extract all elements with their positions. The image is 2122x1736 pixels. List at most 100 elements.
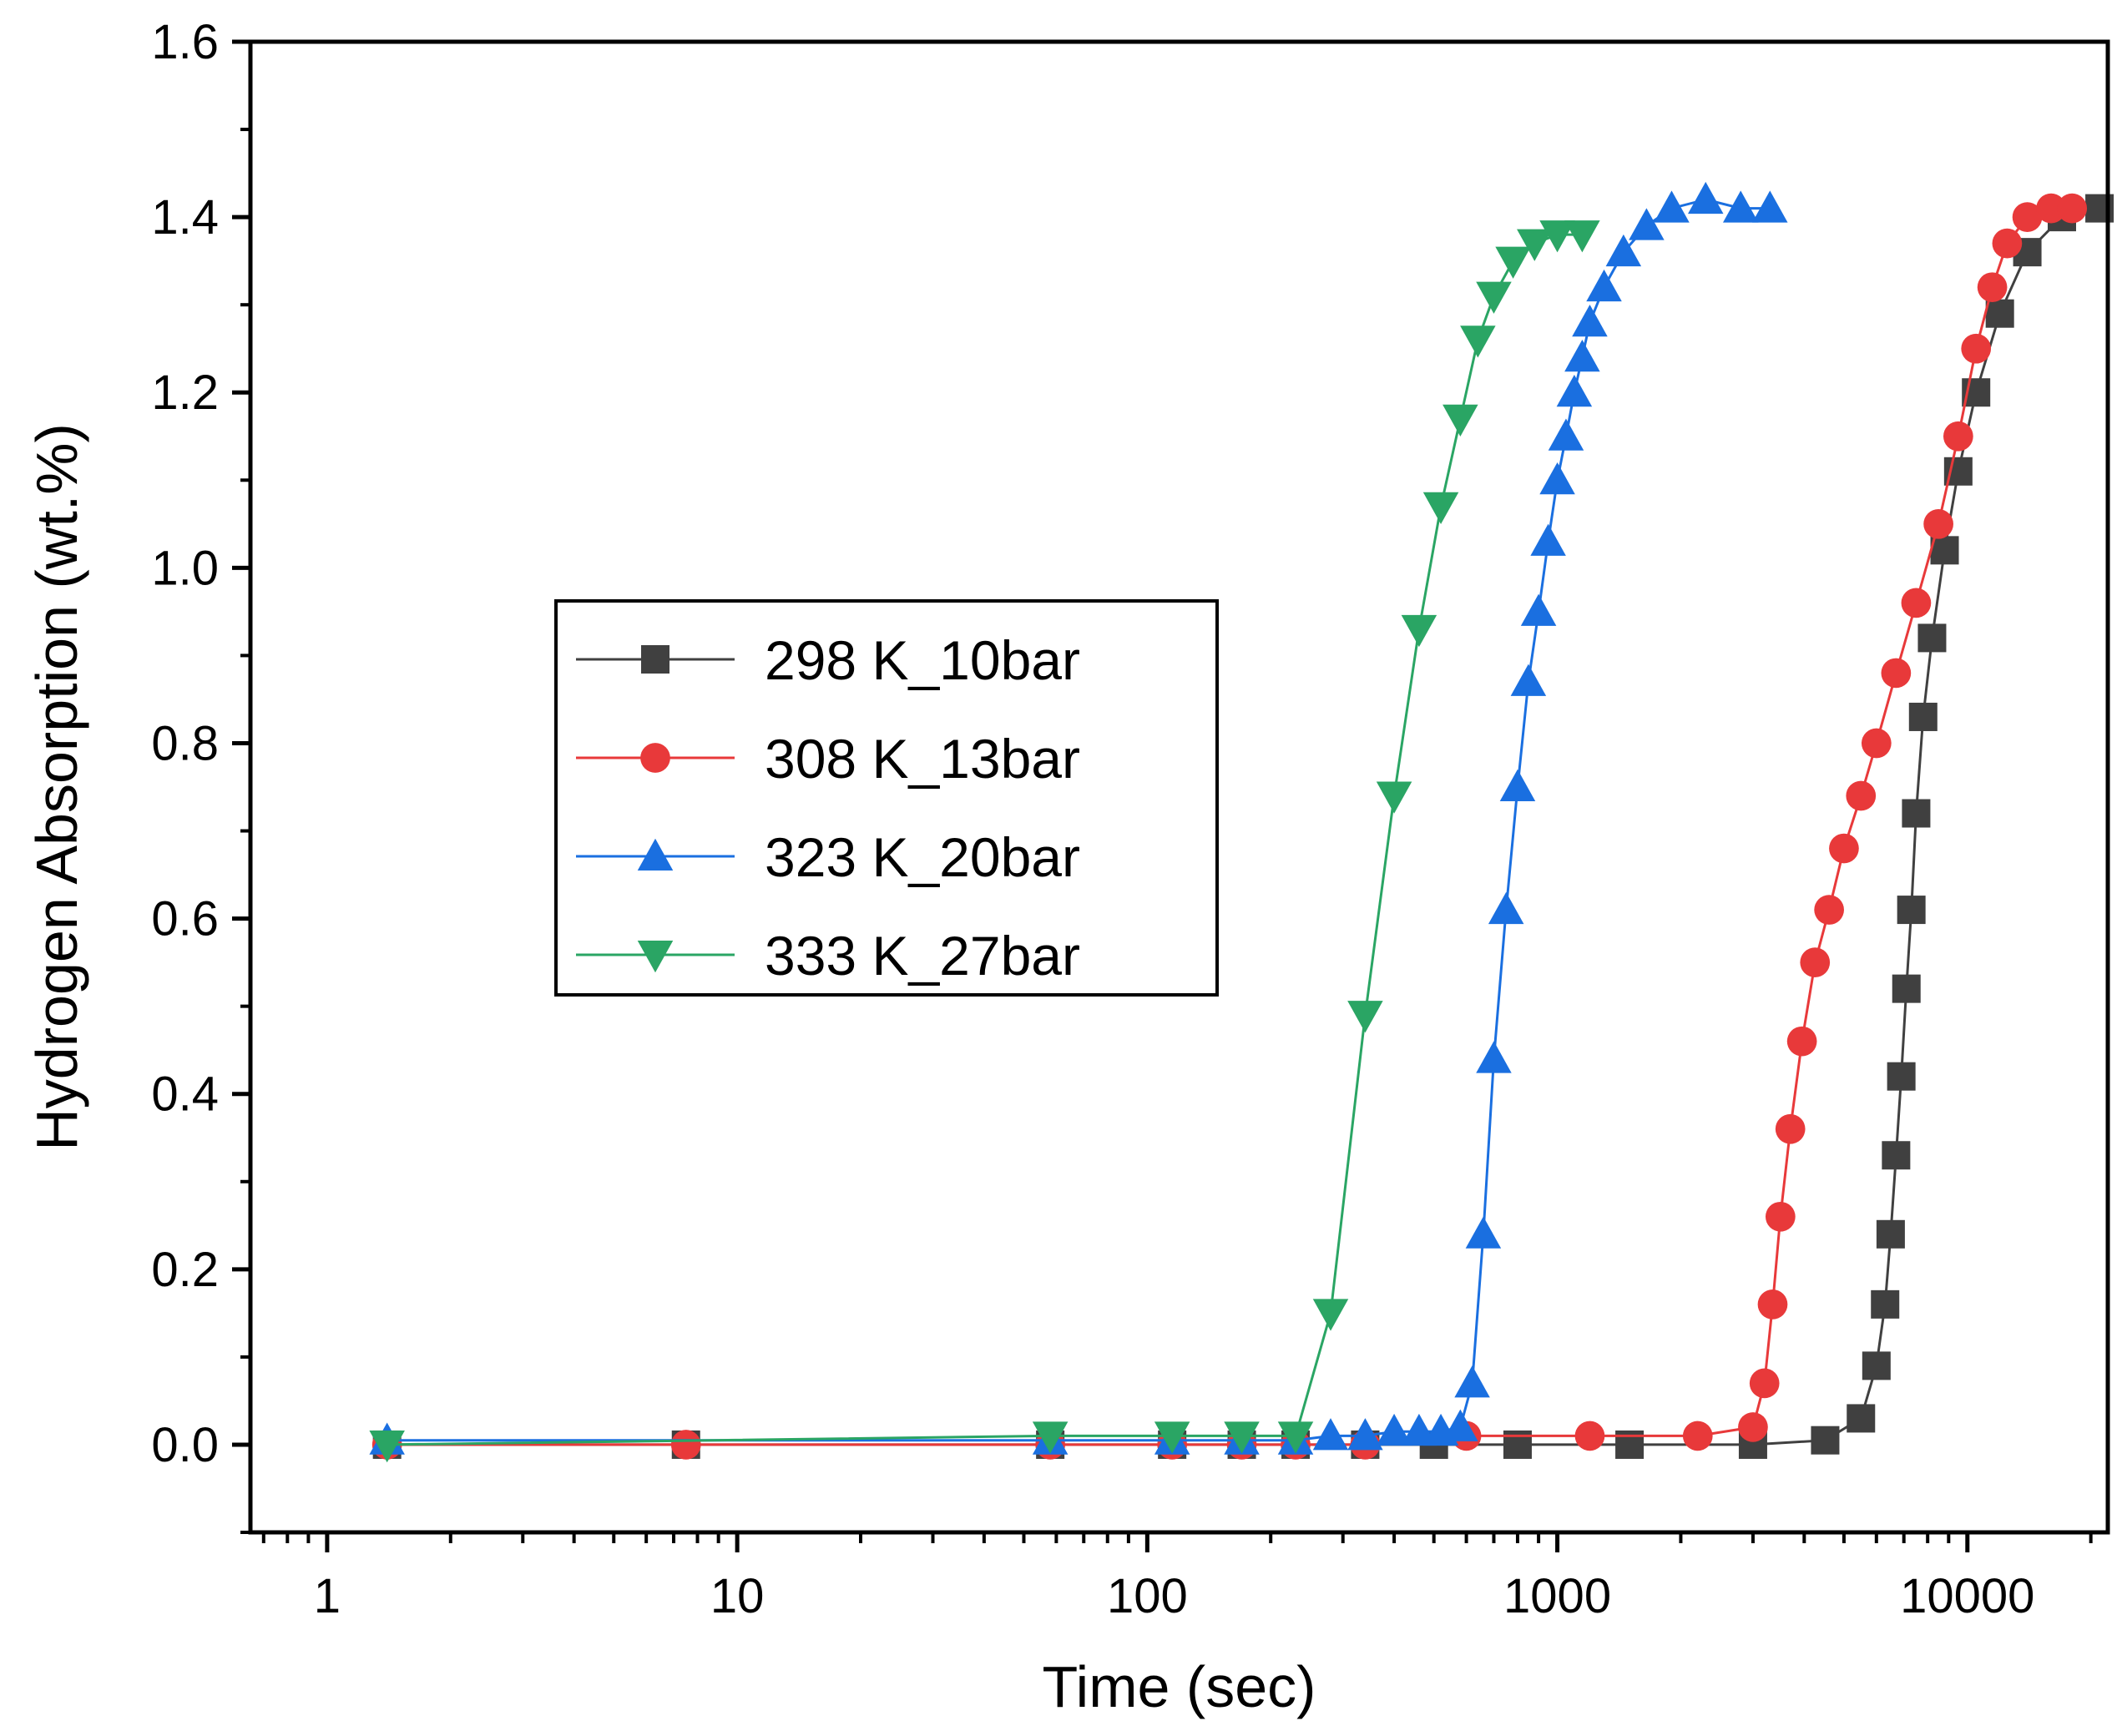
data-point (1422, 492, 1459, 525)
data-point (1454, 1365, 1490, 1398)
data-point (1757, 1289, 1788, 1320)
data-point (1892, 974, 1921, 1003)
data-point (1347, 1418, 1383, 1451)
data-point (1442, 1409, 1478, 1441)
legend-label: 333 K_27bar (765, 925, 1080, 987)
data-point (1442, 404, 1478, 437)
data-point (1476, 281, 1512, 314)
x-axis-title: Time (sec) (1043, 1654, 1316, 1719)
legend-marker (640, 743, 670, 773)
data-point (1032, 1421, 1069, 1454)
y-axis-title: Hydrogen Absorption (wt.%) (24, 423, 89, 1151)
data-point (1495, 246, 1531, 279)
y-tick-label: 1.4 (151, 190, 219, 245)
data-point (1517, 229, 1553, 261)
x-tick-label: 100 (1107, 1569, 1188, 1623)
data-point (1749, 1368, 1780, 1399)
legend-label: 298 K_10bar (765, 629, 1080, 691)
data-point (1811, 1426, 1840, 1455)
data-point (1881, 658, 1912, 689)
data-point (1800, 947, 1831, 977)
y-tick-label: 1.0 (151, 541, 219, 595)
data-point (1605, 234, 1642, 267)
data-point (1961, 333, 1992, 364)
data-point (1488, 891, 1524, 925)
legend-label: 323 K_20bar (765, 826, 1080, 888)
data-point (670, 1430, 701, 1460)
data-point (1460, 326, 1496, 358)
data-point (1722, 190, 1759, 223)
data-point (1548, 418, 1584, 451)
data-point (1376, 1413, 1412, 1446)
data-point (1520, 593, 1557, 626)
y-tick-label: 0.4 (151, 1067, 219, 1122)
data-point (1510, 664, 1547, 696)
data-point (1682, 1421, 1713, 1451)
x-tick-label: 1000 (1503, 1569, 1611, 1623)
data-point (1775, 1113, 1806, 1144)
data-point (1738, 1412, 1768, 1442)
x-tick-label: 1 (314, 1569, 341, 1623)
data-point (1902, 799, 1931, 828)
y-tick-label: 0.8 (151, 716, 219, 770)
data-point (2057, 193, 2088, 224)
data-point (1586, 269, 1622, 302)
legend-marker (637, 838, 674, 871)
data-point (1887, 1062, 1916, 1091)
data-point (1765, 1201, 1796, 1232)
data-point (1908, 702, 1938, 731)
data-point (1847, 1404, 1876, 1433)
data-point (1985, 299, 2014, 328)
legend-entry: 323 K_20bar (576, 826, 1080, 888)
data-point (1688, 181, 1724, 214)
data-point (1556, 374, 1593, 407)
data-point (1917, 623, 1947, 653)
data-point (1846, 780, 1877, 811)
y-tick-label: 1.6 (151, 15, 219, 69)
data-point (1376, 781, 1412, 814)
data-point (1224, 1421, 1260, 1454)
data-point (1930, 536, 1959, 565)
data-point (2036, 193, 2066, 224)
data-point (1654, 190, 1690, 223)
legend-entry: 333 K_27bar (576, 925, 1080, 987)
data-point (1876, 1219, 1905, 1249)
data-point (1786, 1026, 1817, 1057)
data-point (1862, 1351, 1891, 1380)
data-point (2012, 202, 2043, 232)
data-point (1923, 508, 1953, 539)
data-point (1871, 1289, 1900, 1319)
y-tick-label: 0.2 (151, 1243, 219, 1297)
legend-entry: 298 K_10bar (576, 629, 1080, 691)
data-point (1861, 728, 1892, 759)
series-layer (369, 181, 2114, 1463)
data-point (1476, 1041, 1512, 1073)
data-point (1901, 588, 1932, 618)
data-point (1347, 1001, 1383, 1033)
legend-marker (637, 941, 674, 973)
data-point (1943, 421, 1973, 452)
data-point (1539, 462, 1575, 495)
data-point (1530, 523, 1566, 556)
data-point (1499, 769, 1536, 801)
series-333-k-27bar (369, 220, 1600, 1463)
y-tick-label: 0.6 (151, 892, 219, 946)
data-point (1829, 833, 1859, 864)
data-point (369, 1430, 405, 1463)
data-point (1897, 896, 1926, 925)
data-point (1882, 1141, 1911, 1170)
x-tick-label: 10000 (1900, 1569, 2034, 1623)
plot-frame (248, 39, 2110, 1535)
legend: 298 K_10bar 308 K_13bar 323 K_20bar 333 K_2… (554, 599, 1219, 997)
axes: 0.0 0.2 0.4 0.6 0.8 1.0 1.2 1.4 1.6 1 10 100 1000 100… (151, 15, 2093, 1623)
y-tick-label: 1.2 (151, 366, 219, 420)
data-point (1312, 1299, 1349, 1331)
data-point (1977, 272, 2008, 303)
data-point (1564, 220, 1600, 253)
data-point (1539, 220, 1575, 253)
data-point (1572, 304, 1608, 337)
data-point (1814, 895, 1844, 925)
data-point (1752, 190, 1788, 223)
data-point (1564, 339, 1600, 372)
x-tick-label: 10 (710, 1569, 765, 1623)
